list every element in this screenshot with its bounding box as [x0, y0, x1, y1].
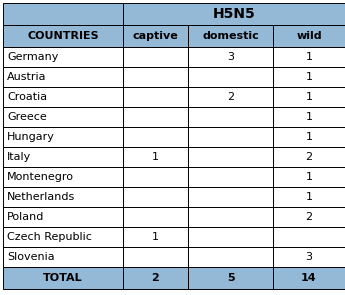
- Bar: [123, 87, 188, 107]
- Bar: [188, 25, 273, 47]
- Text: COUNTRIES: COUNTRIES: [27, 31, 99, 41]
- Text: 1: 1: [152, 152, 159, 162]
- Text: 1: 1: [306, 72, 313, 82]
- Bar: [273, 127, 345, 147]
- Text: Greece: Greece: [7, 112, 47, 122]
- Text: 1: 1: [306, 52, 313, 62]
- Bar: [123, 107, 188, 127]
- Bar: [273, 67, 345, 87]
- Text: 2: 2: [227, 92, 234, 102]
- Bar: [188, 267, 273, 289]
- Bar: [273, 267, 345, 289]
- Bar: [273, 227, 345, 247]
- Bar: [188, 67, 273, 87]
- Bar: [3, 207, 123, 227]
- Bar: [3, 247, 123, 267]
- Text: 1: 1: [306, 172, 313, 182]
- Text: 14: 14: [301, 273, 317, 283]
- Bar: [3, 25, 123, 47]
- Bar: [188, 227, 273, 247]
- Text: Czech Republic: Czech Republic: [7, 232, 92, 242]
- Bar: [273, 47, 345, 67]
- Text: 2: 2: [305, 152, 313, 162]
- Bar: [123, 187, 188, 207]
- Bar: [123, 167, 188, 187]
- Bar: [188, 87, 273, 107]
- Bar: [273, 247, 345, 267]
- Bar: [188, 147, 273, 167]
- Text: Hungary: Hungary: [7, 132, 55, 142]
- Text: 1: 1: [306, 112, 313, 122]
- Bar: [3, 107, 123, 127]
- Bar: [3, 227, 123, 247]
- Bar: [123, 47, 188, 67]
- Bar: [273, 187, 345, 207]
- Text: Germany: Germany: [7, 52, 58, 62]
- Text: Montenegro: Montenegro: [7, 172, 74, 182]
- Bar: [188, 127, 273, 147]
- Bar: [123, 127, 188, 147]
- Text: 3: 3: [227, 52, 234, 62]
- Bar: [123, 227, 188, 247]
- Bar: [273, 147, 345, 167]
- Bar: [273, 167, 345, 187]
- Text: H5N5: H5N5: [213, 7, 255, 21]
- Text: 1: 1: [306, 132, 313, 142]
- Text: 1: 1: [306, 192, 313, 202]
- Text: 1: 1: [306, 92, 313, 102]
- Bar: [123, 247, 188, 267]
- Text: captive: captive: [132, 31, 178, 41]
- Bar: [3, 127, 123, 147]
- Text: domestic: domestic: [202, 31, 259, 41]
- Text: wild: wild: [296, 31, 322, 41]
- Bar: [3, 3, 123, 25]
- Bar: [3, 147, 123, 167]
- Bar: [3, 167, 123, 187]
- Bar: [273, 25, 345, 47]
- Bar: [3, 47, 123, 67]
- Bar: [273, 87, 345, 107]
- Bar: [123, 147, 188, 167]
- Bar: [188, 167, 273, 187]
- Text: 2: 2: [305, 212, 313, 222]
- Bar: [3, 267, 123, 289]
- Text: TOTAL: TOTAL: [43, 273, 83, 283]
- Bar: [188, 247, 273, 267]
- Bar: [273, 107, 345, 127]
- Text: Netherlands: Netherlands: [7, 192, 75, 202]
- Text: Slovenia: Slovenia: [7, 252, 55, 262]
- Bar: [123, 67, 188, 87]
- Bar: [123, 207, 188, 227]
- Text: 2: 2: [151, 273, 159, 283]
- Bar: [188, 187, 273, 207]
- Bar: [188, 107, 273, 127]
- Text: Poland: Poland: [7, 212, 45, 222]
- Text: Italy: Italy: [7, 152, 31, 162]
- Text: Austria: Austria: [7, 72, 47, 82]
- Bar: [123, 3, 345, 25]
- Bar: [3, 87, 123, 107]
- Bar: [123, 267, 188, 289]
- Text: Croatia: Croatia: [7, 92, 47, 102]
- Bar: [123, 25, 188, 47]
- Bar: [188, 207, 273, 227]
- Text: 5: 5: [227, 273, 234, 283]
- Text: 3: 3: [306, 252, 313, 262]
- Bar: [3, 67, 123, 87]
- Text: 1: 1: [152, 232, 159, 242]
- Bar: [3, 187, 123, 207]
- Bar: [188, 47, 273, 67]
- Bar: [273, 207, 345, 227]
